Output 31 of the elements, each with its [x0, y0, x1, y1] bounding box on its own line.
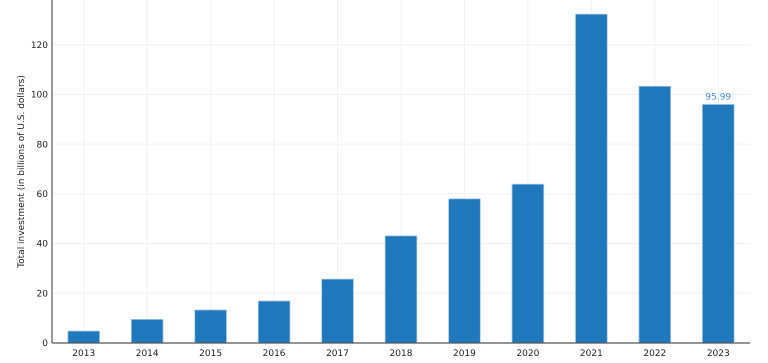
- x-tick-label: 2016: [262, 349, 286, 359]
- bar: [67, 330, 100, 344]
- bar: [448, 198, 481, 344]
- y-tick-label: 40: [36, 240, 48, 250]
- x-tick-label: 2013: [72, 349, 96, 359]
- y-tick-label: 20: [36, 289, 48, 300]
- bar: [384, 235, 418, 344]
- bar: [130, 318, 164, 344]
- x-tick-label: 2020: [516, 349, 540, 359]
- y-axis-title: Total investment (in billions of U.S. dollars): [17, 75, 27, 269]
- x-tick-label: 2022: [643, 349, 666, 359]
- y-tick-label: 0: [42, 339, 48, 350]
- x-tick-label: 2017: [326, 349, 349, 359]
- x-tick-label: 2018: [390, 349, 413, 359]
- bar: [258, 300, 290, 344]
- y-tick-label: 120: [30, 40, 48, 51]
- y-tick-label: 100: [30, 90, 48, 101]
- x-tick-label: 2015: [199, 349, 222, 359]
- bar: [512, 184, 544, 344]
- x-tick-label: 2021: [580, 349, 603, 359]
- x-tick-label: 2019: [453, 349, 476, 359]
- x-tick-label: 2014: [136, 349, 159, 359]
- y-tick-label: 80: [36, 140, 48, 150]
- bar: [194, 310, 227, 344]
- y-tick-label: 60: [36, 190, 48, 200]
- bar: [702, 104, 735, 344]
- bar: [638, 86, 672, 344]
- bar: [575, 14, 608, 344]
- bar: [321, 278, 354, 344]
- x-tick-label: 2023: [706, 349, 730, 359]
- data-label: 95.99: [705, 92, 732, 102]
